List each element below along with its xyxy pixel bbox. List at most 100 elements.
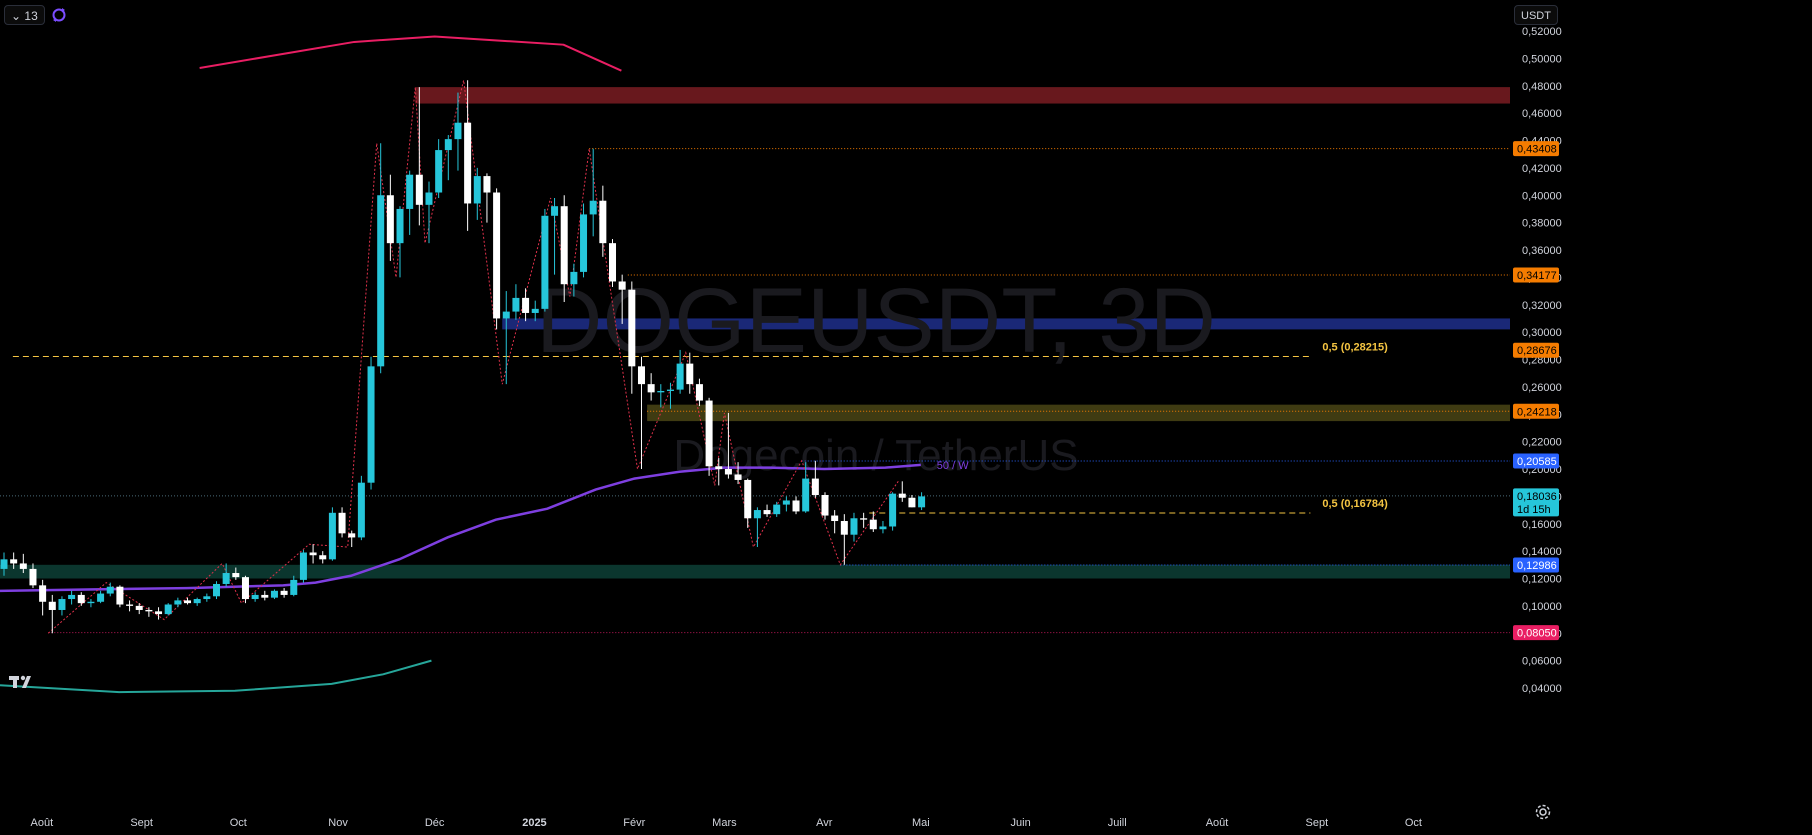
candle-body bbox=[203, 596, 211, 600]
candle-body bbox=[126, 604, 134, 606]
candle-body bbox=[425, 192, 433, 205]
candle-down bbox=[599, 185, 607, 257]
arcs-layer bbox=[0, 35, 622, 694]
price-badge-label: 0,08050 bbox=[1517, 628, 1557, 640]
candle-up bbox=[773, 501, 781, 517]
price-badge-label: 0,24218 bbox=[1517, 406, 1557, 418]
y-tick-label: 0,38000 bbox=[1522, 218, 1562, 230]
price-badge-label: 0,20585 bbox=[1517, 456, 1557, 468]
zone-support-teal bbox=[0, 564, 1510, 579]
candle-body bbox=[319, 555, 327, 560]
candle-body bbox=[155, 611, 163, 615]
candle-down bbox=[860, 512, 868, 528]
candle-body bbox=[792, 500, 800, 512]
candle-body bbox=[290, 579, 298, 595]
top-arc bbox=[199, 35, 622, 72]
candle-body bbox=[48, 601, 56, 610]
candle-body bbox=[811, 478, 819, 496]
candle-down bbox=[763, 504, 771, 517]
zones-layer bbox=[0, 87, 1510, 579]
candle-down bbox=[116, 585, 124, 608]
candle-body bbox=[454, 122, 462, 140]
candle-down bbox=[135, 603, 143, 615]
candle-down bbox=[19, 553, 27, 574]
candle-up bbox=[193, 597, 201, 606]
settings-gear-icon[interactable] bbox=[1534, 803, 1552, 821]
y-tick-label: 0,14000 bbox=[1522, 546, 1562, 558]
candle-body bbox=[164, 604, 172, 615]
candle-up bbox=[174, 597, 182, 608]
candle-up bbox=[106, 582, 114, 597]
candle-body bbox=[212, 583, 220, 597]
candle-body bbox=[68, 594, 76, 600]
y-tick-label: 0,48000 bbox=[1522, 81, 1562, 93]
y-axis[interactable]: 0,520000,500000,480000,460000,440000,420… bbox=[1522, 26, 1562, 695]
candle-up bbox=[396, 206, 404, 278]
candle-down bbox=[39, 579, 47, 616]
horizontal-lines-layer: 0,5 (0,28215) 0,5 (0,16784) bbox=[0, 148, 1510, 634]
candle-body bbox=[435, 150, 443, 193]
price-badge: 0,08050 bbox=[1513, 625, 1559, 641]
candle-body bbox=[599, 200, 607, 244]
y-tick-label: 0,22000 bbox=[1522, 437, 1562, 449]
candle-down bbox=[145, 607, 153, 617]
candle-body bbox=[261, 594, 269, 598]
price-badge-bg bbox=[1513, 488, 1559, 517]
candle-down bbox=[609, 239, 617, 287]
candle-up bbox=[425, 181, 433, 244]
candle-down bbox=[811, 460, 819, 498]
candle-body bbox=[473, 176, 481, 204]
price-badge-countdown: 1d 15h bbox=[1517, 504, 1551, 516]
candle-up bbox=[290, 575, 298, 597]
candle-down bbox=[483, 173, 491, 223]
candle-body bbox=[174, 600, 182, 605]
y-tick-label: 0,46000 bbox=[1522, 108, 1562, 120]
candle-down bbox=[309, 544, 317, 564]
candle-up bbox=[502, 291, 510, 385]
interval-label: 13 bbox=[24, 9, 38, 23]
sync-icon[interactable] bbox=[50, 6, 68, 24]
candle-down bbox=[695, 378, 703, 407]
candle-body bbox=[135, 605, 143, 610]
price-badge: 0,12986 bbox=[1513, 557, 1559, 573]
candle-body bbox=[348, 533, 356, 538]
candle-down bbox=[184, 597, 192, 605]
candle-up bbox=[97, 590, 105, 604]
candle-down bbox=[715, 458, 723, 486]
price-badge-label: 0,18036 bbox=[1517, 491, 1557, 503]
candle-up bbox=[367, 356, 375, 490]
price-badge: 0,24218 bbox=[1513, 403, 1559, 419]
x-tick-label: Avr bbox=[816, 817, 833, 829]
candle-body bbox=[541, 215, 549, 309]
candle-body bbox=[879, 526, 887, 530]
x-tick-label: Févr bbox=[623, 817, 645, 829]
y-tick-label: 0,26000 bbox=[1522, 382, 1562, 394]
candle-down bbox=[338, 507, 346, 538]
currency-button[interactable]: USDT bbox=[1514, 5, 1558, 25]
x-tick-label: Mai bbox=[912, 817, 930, 829]
price-badge-label: 0,28676 bbox=[1517, 345, 1557, 357]
x-tick-label: Oct bbox=[1405, 817, 1422, 829]
candle-body bbox=[406, 174, 414, 209]
x-tick-label: Mars bbox=[712, 817, 737, 829]
x-tick-label: Sept bbox=[130, 817, 153, 829]
interval-collapse-button[interactable]: ⌄ 13 bbox=[4, 5, 45, 25]
x-tick-label: Juill bbox=[1108, 817, 1127, 829]
tradingview-logo-icon bbox=[9, 675, 31, 688]
price-badge: 0,34177 bbox=[1513, 267, 1559, 283]
candle-up bbox=[222, 563, 230, 587]
candle-down bbox=[908, 495, 916, 508]
candle-up bbox=[444, 135, 452, 181]
candle-body bbox=[889, 493, 897, 527]
y-tick-label: 0,06000 bbox=[1522, 656, 1562, 668]
candle-body bbox=[918, 496, 926, 508]
candle-down bbox=[724, 412, 732, 479]
candle-up bbox=[657, 384, 665, 408]
price-badge: 0,43408 bbox=[1513, 141, 1559, 157]
candle-body bbox=[551, 206, 559, 216]
x-tick-label: Oct bbox=[230, 817, 247, 829]
candle-body bbox=[908, 497, 916, 508]
watermark-description: Dogecoin / TetherUS bbox=[673, 431, 1078, 480]
